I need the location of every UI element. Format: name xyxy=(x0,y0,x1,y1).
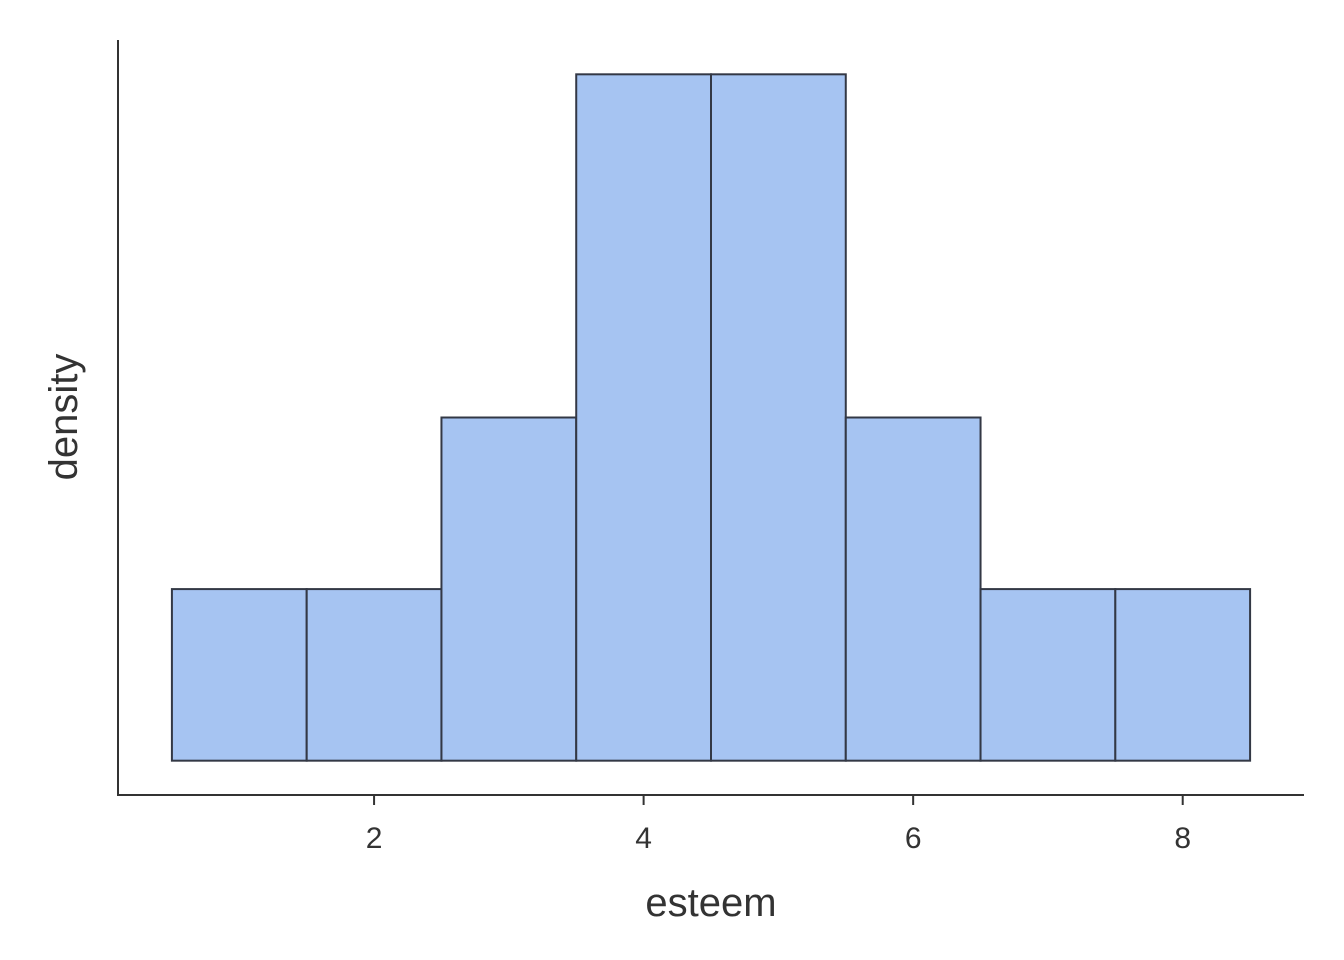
histogram-bar-1 xyxy=(170,588,308,762)
histogram-bars xyxy=(170,73,1252,762)
x-tick-label-6: 6 xyxy=(905,822,922,855)
histogram-bar-8 xyxy=(1114,588,1252,762)
x-axis-ticks: 2 4 6 8 xyxy=(366,795,1191,855)
x-tick-label-2: 2 xyxy=(366,822,383,855)
x-tick-label-8: 8 xyxy=(1174,822,1191,855)
y-axis-title: density xyxy=(42,354,86,481)
histogram-bar-4 xyxy=(575,73,713,762)
x-axis-title: esteem xyxy=(645,881,776,925)
histogram-bar-2 xyxy=(305,588,443,762)
histogram-bar-6 xyxy=(844,416,982,762)
x-tick-label-4: 4 xyxy=(635,822,652,855)
histogram-bar-3 xyxy=(440,416,578,762)
histogram-bar-7 xyxy=(979,588,1117,762)
histogram-bar-5 xyxy=(710,73,847,762)
